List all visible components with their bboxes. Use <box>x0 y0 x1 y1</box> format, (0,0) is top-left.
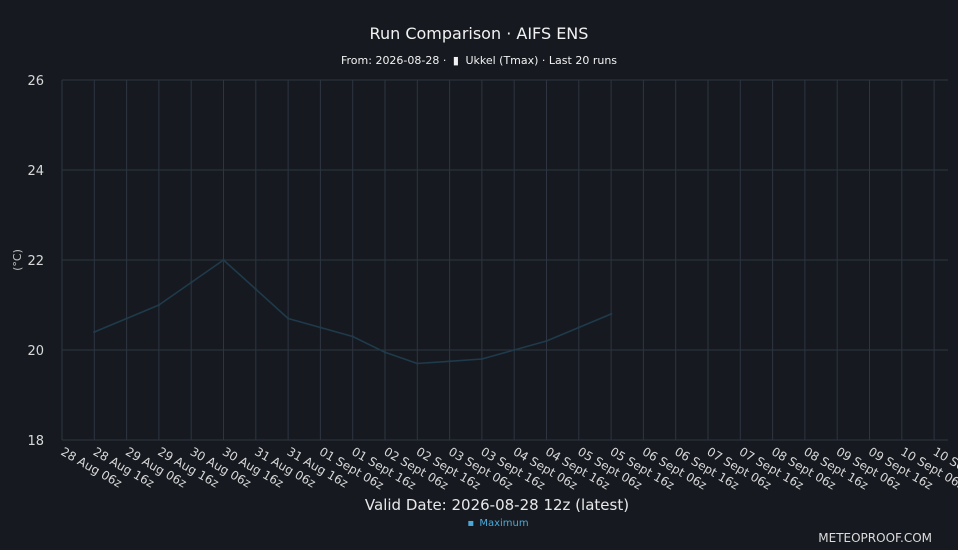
subtitle-from: From: 2026-08-28 · <box>341 54 446 67</box>
data-point[interactable] <box>254 288 257 291</box>
chart-subtitle: From: 2026-08-28 · ▮ Ukkel (Tmax) · Last… <box>341 54 617 67</box>
data-point[interactable] <box>93 330 96 334</box>
data-point[interactable] <box>577 326 580 329</box>
data-point[interactable] <box>383 351 387 354</box>
y-axis-label: (°C) <box>11 249 24 271</box>
y-tick-label: 18 <box>27 434 44 449</box>
data-point[interactable] <box>480 357 484 361</box>
data-point[interactable] <box>125 317 128 320</box>
svg-text:▪ Maximum: ▪ Maximum <box>467 518 528 529</box>
data-point[interactable] <box>513 348 516 352</box>
data-point[interactable] <box>545 339 548 343</box>
data-point[interactable] <box>609 312 613 316</box>
data-point[interactable] <box>448 360 451 363</box>
legend[interactable]: ▪ Maximum <box>467 518 528 529</box>
grid <box>61 79 948 441</box>
data-point[interactable] <box>416 362 419 365</box>
data-point[interactable] <box>190 281 193 284</box>
data-point[interactable] <box>222 258 225 262</box>
y-axis-ticks: 18 20 22 24 26 <box>27 74 44 449</box>
valid-date-label: Valid Date: 2026-08-28 12z (latest) <box>365 496 629 514</box>
legend-label-maximum: Maximum <box>479 518 528 529</box>
data-point[interactable] <box>319 326 322 329</box>
y-tick-label: 20 <box>27 344 44 359</box>
y-tick-label: 24 <box>27 164 44 179</box>
location-marker-icon: ▮ <box>453 54 459 67</box>
brand-watermark: METEOPROOF.COM <box>818 531 932 545</box>
subtitle-location: Ukkel (Tmax) · Last 20 runs <box>465 54 617 67</box>
y-tick-label: 26 <box>27 74 44 89</box>
series-layer <box>93 258 613 365</box>
legend-marker-icon: ▪ <box>467 518 474 529</box>
chart-title: Run Comparison · AIFS ENS <box>370 24 589 43</box>
data-point[interactable] <box>157 303 161 307</box>
y-tick-label: 22 <box>27 254 44 269</box>
data-point[interactable] <box>351 335 354 338</box>
data-point[interactable] <box>286 317 290 320</box>
